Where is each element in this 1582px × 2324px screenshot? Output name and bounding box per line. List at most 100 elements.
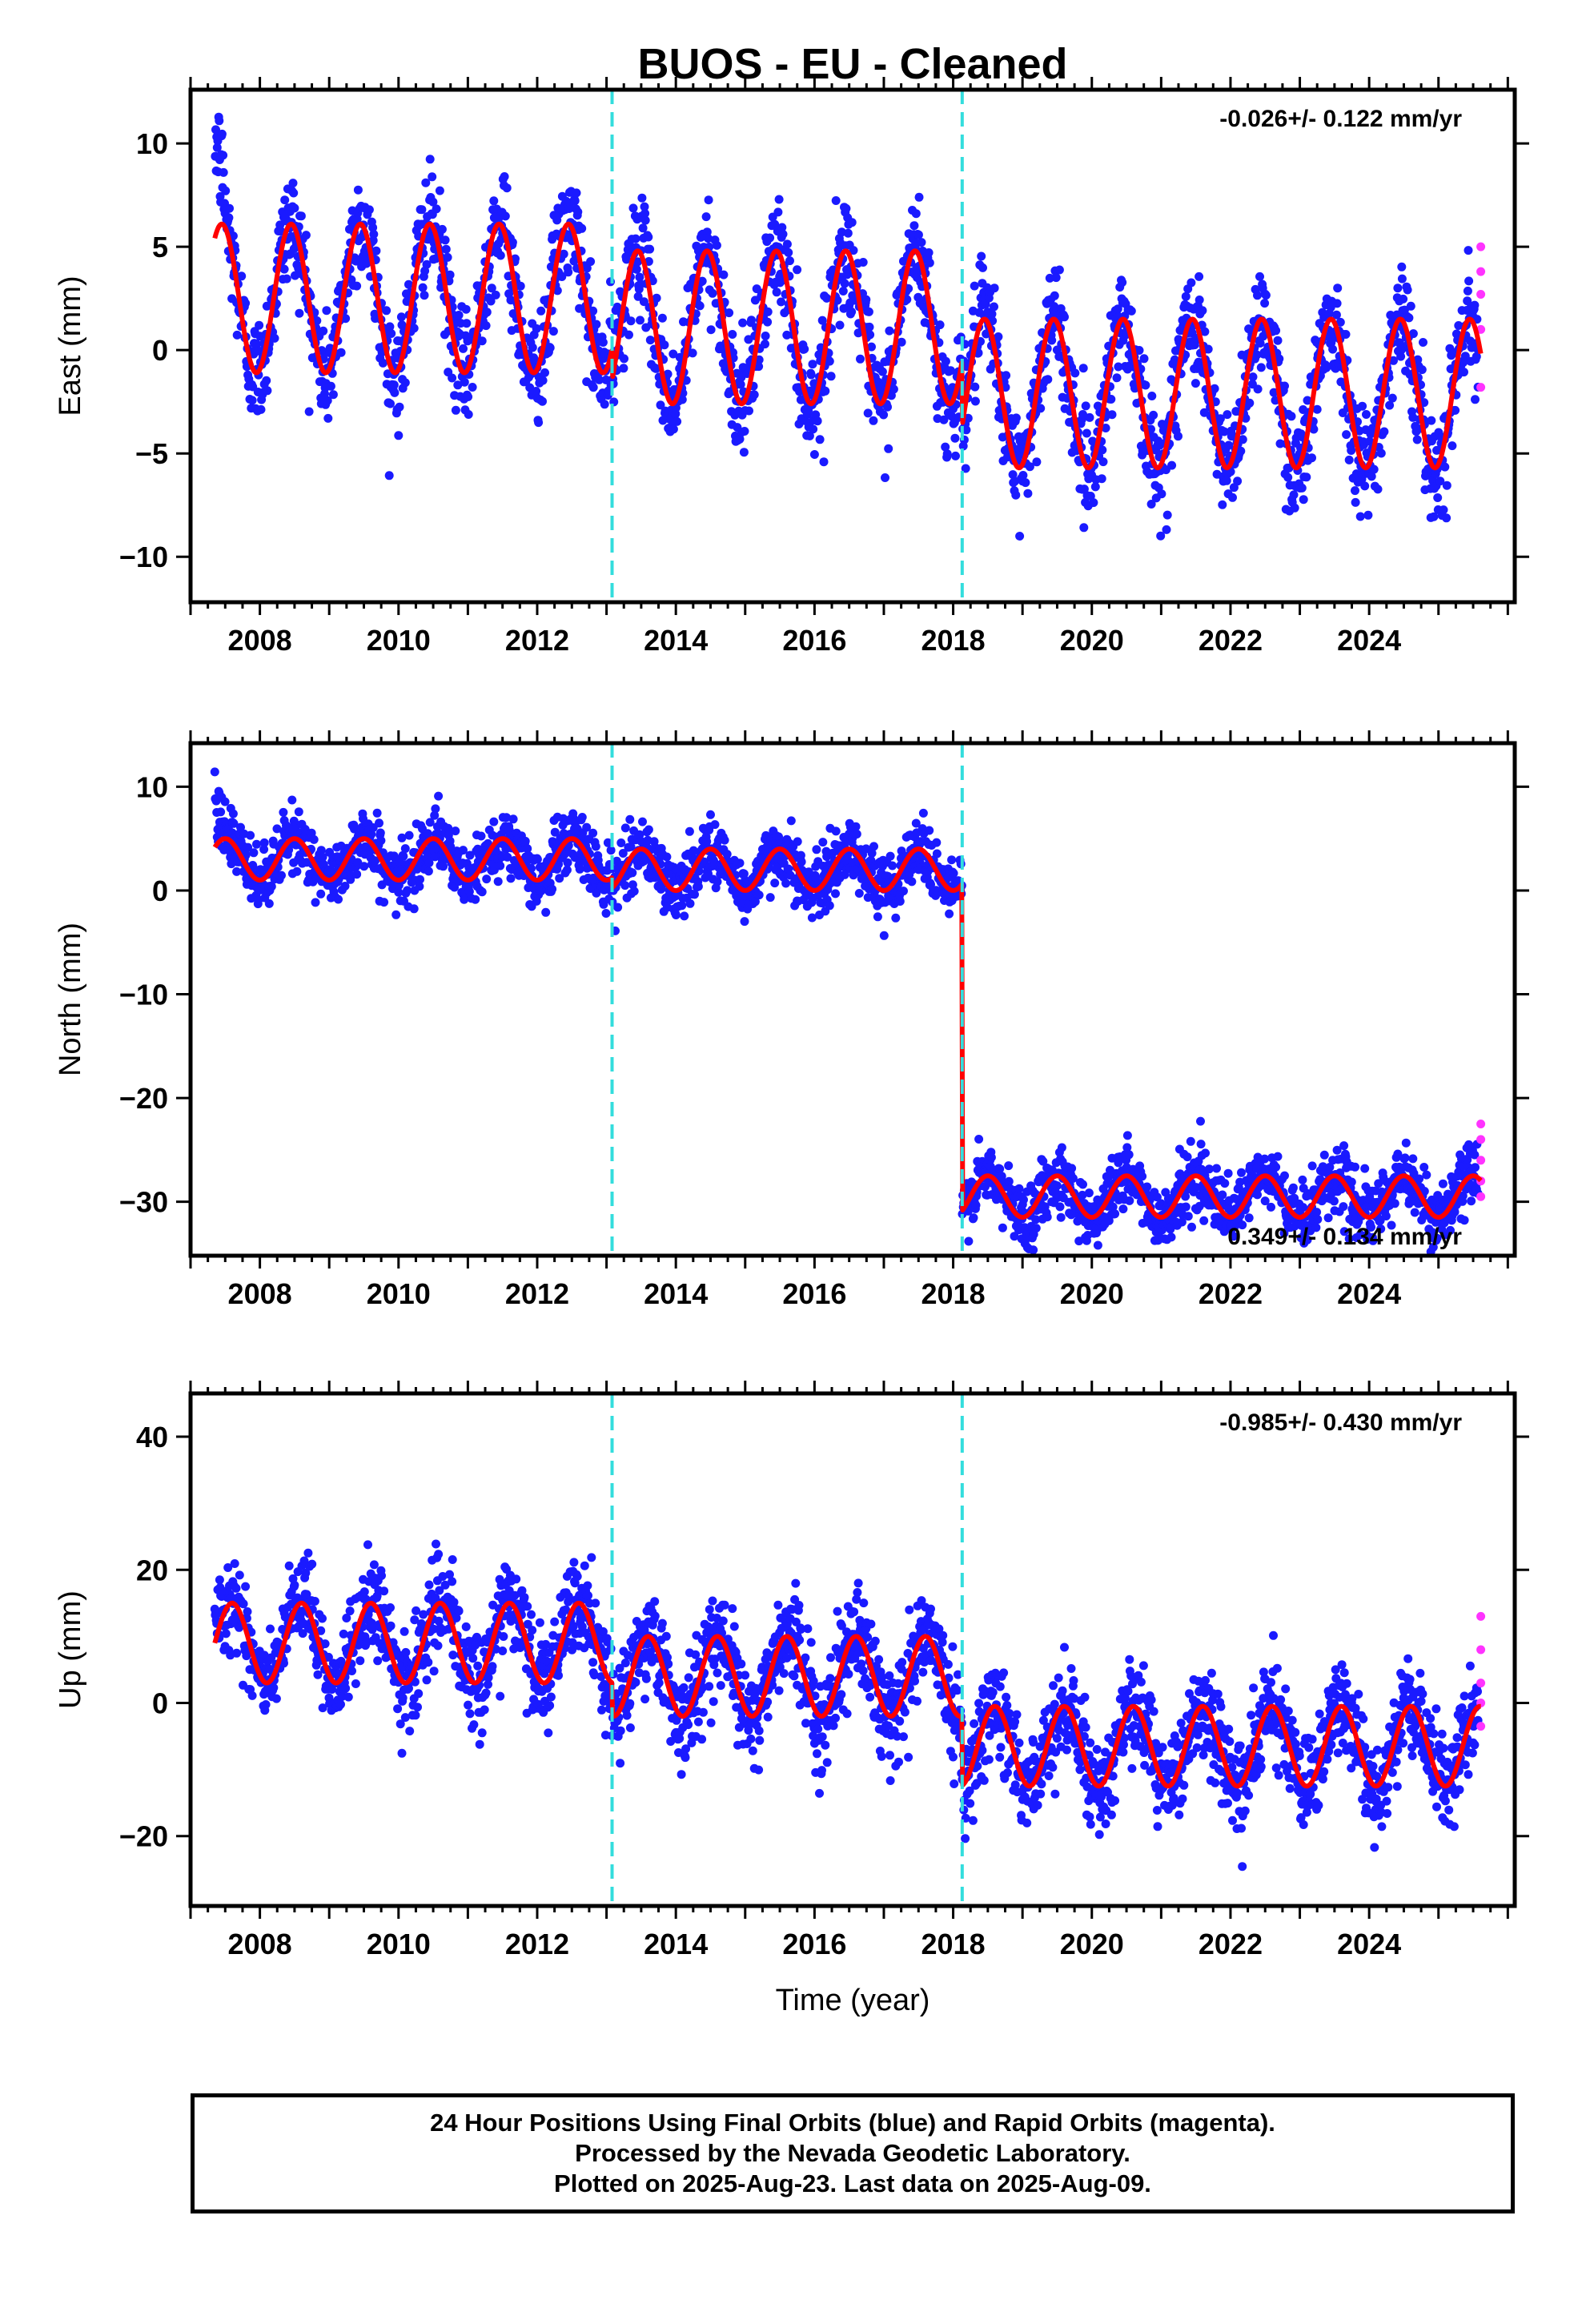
data-point [540,368,549,377]
y-axis-label: East (mm) [54,275,87,416]
data-point [301,231,311,240]
data-point [424,866,433,876]
data-point [1451,405,1460,415]
data-point [1043,375,1053,384]
data-point [1199,1216,1209,1225]
data-point [638,223,648,233]
data-point [1183,1212,1193,1221]
data-point [1373,485,1383,494]
data-point [1256,363,1266,372]
data-point [854,889,864,898]
data-point [1067,1164,1077,1173]
data-point [600,400,609,409]
data-point [1413,355,1423,364]
data-point [869,842,878,851]
data-point [1363,510,1373,520]
data-point [663,369,673,379]
data-point [1021,478,1030,488]
data-point [1201,1148,1210,1158]
data-point [612,302,622,312]
data-point [1463,286,1472,296]
data-point [439,862,448,871]
data-point [1271,326,1281,336]
data-point [701,212,711,222]
data-point [645,244,655,254]
data-point [633,292,643,301]
data-point [987,309,997,319]
data-point [633,257,642,267]
data-point [925,258,934,267]
x-tick-label: 2014 [644,624,708,657]
data-point [831,889,840,899]
data-point [858,258,868,267]
data-point [520,836,530,846]
data-point [481,321,491,331]
data-point [1287,412,1296,421]
data-point [1433,493,1443,502]
data-point [591,842,600,851]
data-point [738,318,748,328]
data-point [891,913,901,923]
data-point [978,263,987,272]
data-point [620,823,630,833]
data-point [796,850,805,860]
data-point [316,846,326,855]
data-point [215,116,224,126]
data-point [1107,410,1117,420]
data-point [563,858,572,867]
data-point [588,828,598,838]
data-point [1122,1131,1132,1140]
data-point [1271,1162,1281,1172]
data-point [847,307,857,316]
data-point [1440,462,1450,472]
data-point [371,246,381,255]
data-point [1045,273,1054,283]
data-point [326,381,335,391]
data-point [1157,489,1166,499]
data-point [990,302,998,312]
data-point [595,375,604,384]
data-point [221,186,231,195]
data-point [259,838,269,847]
data-point [1110,1209,1120,1219]
data-point [1019,1195,1028,1204]
data-point [399,851,408,861]
data-point [340,882,350,891]
data-point [220,797,230,806]
data-point [713,877,722,887]
data-point [1376,448,1386,458]
data-point [821,386,830,396]
data-point [548,327,558,336]
data-point [210,767,219,777]
data-point [217,129,227,139]
data-point [508,814,518,824]
data-point [1253,384,1263,394]
data-point [884,444,893,453]
chart-title: BUOS - EU - Cleaned [637,40,1067,88]
data-point [1125,1196,1134,1205]
data-point [1403,285,1412,295]
data-point [1055,1202,1065,1212]
data-point [1156,531,1166,541]
data-point [971,1200,981,1210]
data-point [606,846,616,855]
data-point [404,830,414,840]
data-point [624,330,633,340]
data-point [225,203,234,213]
data-point [1134,346,1144,355]
data-point [652,364,661,373]
data-point [770,219,780,229]
data-point [532,387,541,396]
data-point [1070,368,1080,378]
data-point [322,306,331,316]
data-point [657,313,667,323]
data-point [1054,265,1064,275]
data-point [809,450,819,459]
x-tick-label: 2016 [782,624,846,657]
data-point [541,907,551,917]
data-point [747,316,756,325]
model-fit-line [212,221,1484,471]
data-point [951,451,960,460]
data-point [619,364,628,373]
data-point [813,416,822,426]
